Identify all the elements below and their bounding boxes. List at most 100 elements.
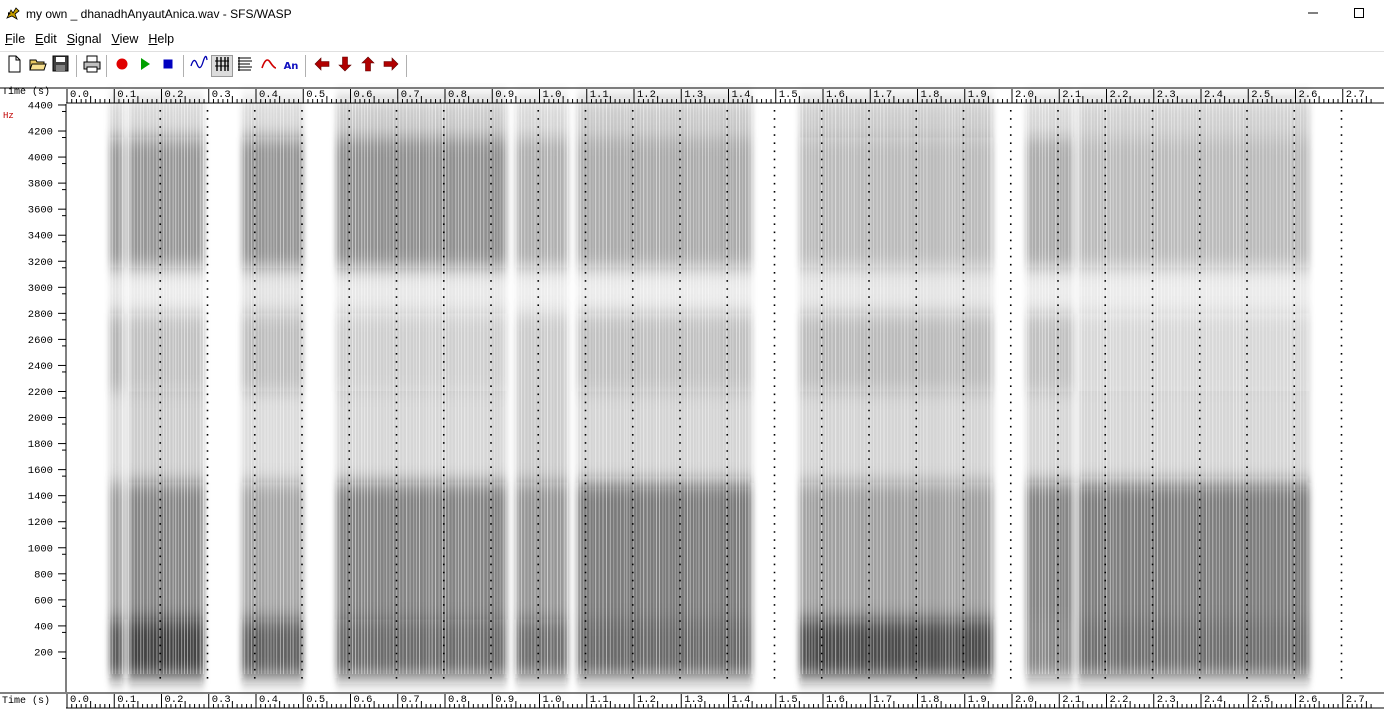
toolbar: An [0,51,1384,82]
menu-bar: File Edit Signal View Help [0,30,1384,50]
frequency-tick-label: 3400 [28,231,53,243]
frequency-tick-label: 1600 [28,465,53,477]
frequency-axis-label: Hz [3,111,14,121]
play-button[interactable] [134,55,156,77]
time-tick-label: 2.5 [1251,694,1270,706]
time-tick-label: 0.9 [495,89,514,101]
time-tick-label: 1.2 [637,89,656,101]
spectrogram-narrowband-icon [235,54,255,79]
time-tick-label: 1.8 [921,694,940,706]
record-button[interactable] [111,55,133,77]
zoom-in-icon [358,54,378,79]
time-tick-label: 2.1 [1062,89,1081,101]
time-tick-label: 1.6 [826,89,845,101]
time-tick-label: 0.3 [212,89,231,101]
time-axis-label-top: Time (s) [2,87,51,98]
menu-signal[interactable]: Signal [62,30,107,50]
time-tick-label: 2.4 [1204,89,1223,101]
time-tick-label: 0.5 [306,89,325,101]
menu-mnemonic: E [35,32,44,46]
time-gridlines [159,110,1343,684]
time-tick-label: 0.2 [165,89,184,101]
play-icon [135,54,155,79]
frequency-tick-label: 3800 [28,179,53,191]
scroll-left-button[interactable] [311,55,333,77]
time-tick-label: 1.4 [732,694,751,706]
title-bar: my own _ dhanadhAnyautAnica.wav - SFS/WA… [0,0,1384,30]
time-tick-label: 2.6 [1299,89,1318,101]
save-button[interactable] [50,55,72,77]
time-tick-label: 1.7 [873,89,892,101]
spectrogram-narrowband-button[interactable] [234,55,256,77]
toolbar-separator [406,55,407,77]
time-tick-label: 1.2 [637,694,656,706]
time-tick-label: 1.3 [684,89,703,101]
wasp-app-icon[interactable] [5,6,21,22]
menu-label-rest: ignal [75,32,102,46]
time-tick-label: 1.4 [732,89,751,101]
frequency-tick-label: 1000 [28,543,53,555]
time-tick-label: 2.1 [1062,694,1081,706]
time-tick-label: 2.4 [1204,694,1223,706]
time-tick-label: 2.5 [1251,89,1270,101]
waveform-button[interactable] [188,55,210,77]
time-tick-label: 0.4 [259,89,278,101]
time-tick-label: 2.6 [1299,694,1318,706]
time-tick-label: 0.8 [448,694,467,706]
frequency-tick-label: 3600 [28,205,53,217]
spectrogram-wideband-button[interactable] [211,55,233,77]
spectrogram-canvas[interactable]: 4400 4200 4000 3800 3600 3400 3200 3000 2800 2600… [0,83,1384,711]
annotation-button[interactable]: An [280,55,302,77]
time-ruler-top: 0.0 0.1 0.2 0.3 0.4 0.5 0.6 0.7 0.8 0.9 1.0 1.1 1.2 1… [0,87,1384,104]
frequency-tick-label: 600 [34,595,53,607]
frequency-tick-label: 200 [34,647,53,659]
menu-help[interactable]: Help [143,30,179,50]
frequency-tick-label: 2600 [28,335,53,347]
menu-label-rest: dit [43,32,57,46]
open-folder-icon [28,54,48,79]
zoom-in-button[interactable] [357,55,379,77]
time-tick-label: 0.6 [354,694,373,706]
maximize-button[interactable] [1336,0,1382,30]
time-tick-label: 2.0 [1015,89,1034,101]
stop-icon [158,54,178,79]
frequency-tick-label: 2800 [28,309,53,321]
menu-mnemonic: F [5,32,13,46]
stop-button[interactable] [157,55,179,77]
time-tick-label: 2.3 [1157,89,1176,101]
spectrogram-view[interactable]: 4400 4200 4000 3800 3600 3400 3200 3000 2800 2600… [0,83,1384,711]
menu-mnemonic: S [66,32,76,46]
scroll-right-button[interactable] [380,55,402,77]
waveform-icon [189,54,209,79]
time-tick-label: 0.4 [259,694,278,706]
menu-view[interactable]: View [106,30,143,50]
time-tick-label: 1.8 [921,89,940,101]
time-tick-label: 2.3 [1157,694,1176,706]
time-tick-label: 0.5 [306,694,325,706]
time-tick-label: 2.7 [1346,89,1365,101]
pitch-icon [259,54,279,79]
time-tick-label: 0.2 [165,694,184,706]
time-tick-label: 0.0 [70,89,89,101]
pitch-button[interactable] [258,55,280,77]
print-button[interactable] [81,55,103,77]
minimize-button[interactable] [1290,0,1336,30]
menu-label-rest: ile [12,32,26,46]
menu-file[interactable]: File [0,30,30,50]
time-tick-label: 2.2 [1110,89,1129,101]
new-file-button[interactable] [4,55,26,77]
frequency-tick-label: 1800 [28,439,53,451]
time-tick-label: 2.0 [1015,694,1034,706]
time-tick-label: 0.3 [212,694,231,706]
toolbar-separator [106,55,107,77]
time-ruler-bottom: 0.0 0.1 0.2 0.3 0.4 0.5 0.6 0.7 0.8 0.9 1.0 1.1 1.2 1… [0,692,1384,709]
time-tick-label: 1.7 [873,694,892,706]
time-axis-label-bottom: Time (s) [2,696,51,707]
frequency-tick-label: 4400 [28,100,53,112]
frequency-tick-label: 1200 [28,517,53,529]
time-tick-label: 0.1 [117,89,136,101]
time-tick-label: 1.9 [968,89,987,101]
open-folder-button[interactable] [27,55,49,77]
menu-edit[interactable]: Edit [30,30,62,50]
zoom-out-button[interactable] [334,55,356,77]
